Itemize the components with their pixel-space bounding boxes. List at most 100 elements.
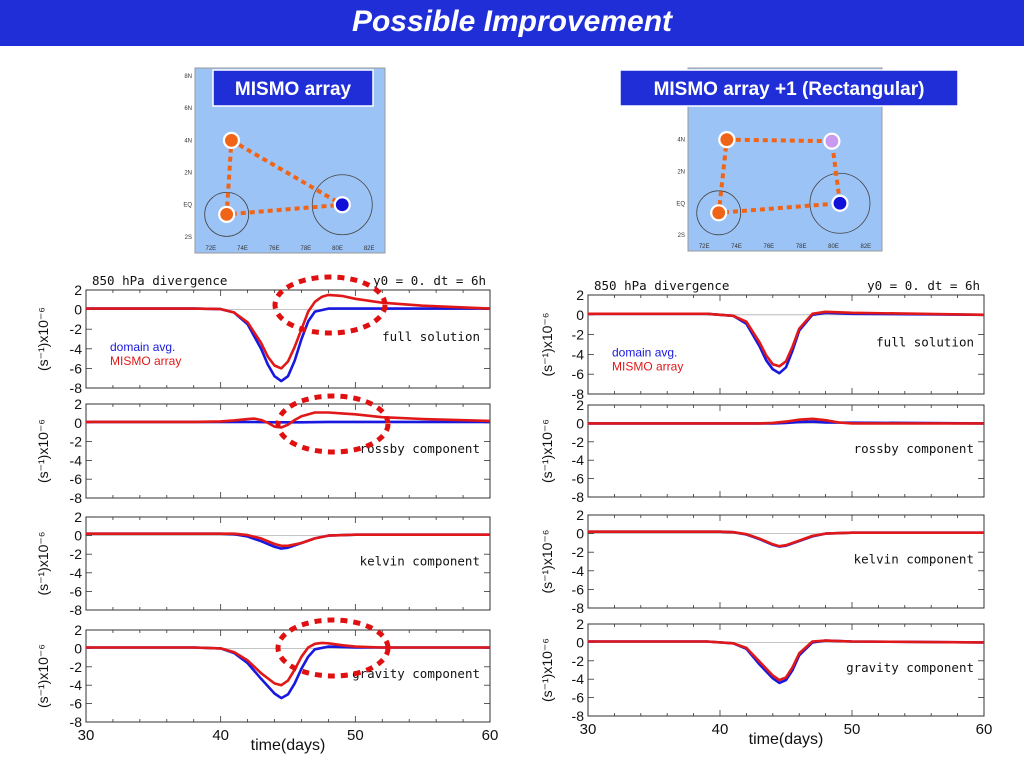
chart-panel-1: 2 0 -2 -4 -6 -8 (s⁻¹)x10⁻⁶ full solution domain … [35, 273, 491, 396]
y-tick-label: -4 [70, 677, 83, 693]
range-circle [809, 172, 871, 234]
y-tick-label: -4 [572, 563, 585, 579]
legend-domain-avg: domain avg. [110, 340, 175, 354]
map-lon-tick: 74E [237, 246, 248, 252]
y-tick-label: -6 [70, 583, 83, 599]
chart-panel-3: 2 0 -2 -4 -6 -8 (s⁻¹)x10⁻⁶ kelvin component [35, 509, 491, 618]
y-tick-label: 2 [576, 507, 584, 523]
x-tick-label: 30 [580, 721, 597, 738]
y-tick-label: -4 [572, 452, 585, 468]
y-tick-label: 2 [576, 616, 584, 632]
chart-header-left: 850 hPa divergence [92, 273, 227, 288]
series-line-mismo-array [588, 639, 985, 682]
map-lon-tick: 74E [731, 244, 742, 250]
y-tick-label: 2 [74, 282, 82, 298]
series-line-mismo-array [86, 532, 490, 548]
chart-header-right: y0 = 0. dt = 6h [867, 278, 980, 293]
range-circle [311, 174, 373, 236]
y-tick-label: 0 [576, 415, 584, 431]
y-tick-label: -8 [70, 490, 83, 506]
y-tick-label: -2 [572, 327, 585, 343]
y-tick-label: -6 [572, 690, 585, 706]
map-label-box [619, 69, 959, 107]
map-lat-tick: EQ [183, 203, 192, 209]
y-axis-label: (s⁻¹)x10⁻⁶ [539, 312, 555, 376]
y-tick-label: -6 [70, 360, 83, 376]
map-label: MISMO array +1 (Rectangular) [654, 79, 925, 100]
map-lat-tick: 2S [678, 233, 685, 239]
slide-title-bar: Possible Improvement [0, 0, 1024, 48]
legend-mismo-array: MISMO array [110, 354, 181, 368]
y-tick-label: 0 [74, 528, 82, 544]
y-axis-label: (s⁻¹)x10⁻⁶ [35, 307, 51, 371]
y-tick-label: -8 [572, 708, 585, 724]
station-marker [823, 132, 841, 150]
map-lat-tick: 4N [677, 138, 685, 144]
map-2: 4N 2N EQ 2S 72E 74E 76E 78E 80E 82E MISMO array +1… [619, 67, 959, 252]
x-tick-label: 30 [78, 727, 95, 744]
panel-label: full solution [382, 329, 480, 344]
maps-layer: 8N 6N 4N 2N EQ 2S 72E 74E 76E 78E 80E 82E MISMO arra… [183, 67, 959, 254]
y-tick-label: -6 [572, 366, 585, 382]
y-tick-label: 0 [576, 526, 584, 542]
y-axis-label: (s⁻¹)x10⁻⁶ [539, 419, 555, 483]
chart-panel-3: 2 0 -2 -4 -6 -8 (s⁻¹)x10⁻⁶ kelvin component [539, 507, 985, 616]
y-tick-label: 2 [576, 287, 584, 303]
chart-panel-4: 2 0 -2 -4 -6 -8 (s⁻¹)x10⁻⁶ gravity component 30 4… [539, 616, 992, 748]
chart-header-left: 850 hPa divergence [594, 278, 729, 293]
y-tick-label: -8 [70, 602, 83, 618]
map-lat-tick: 2S [185, 235, 192, 241]
station-marker [218, 205, 236, 223]
legend-domain-avg: domain avg. [612, 345, 677, 359]
y-tick-label: -8 [572, 600, 585, 616]
panel-label: rossby component [854, 441, 974, 456]
chart-panel-2: 2 0 -2 -4 -6 -8 (s⁻¹)x10⁻⁶ rossby component [539, 397, 985, 505]
y-tick-label: -6 [70, 696, 83, 712]
y-tick-label: -8 [70, 714, 83, 730]
chart-panel-1: 2 0 -2 -4 -6 -8 (s⁻¹)x10⁻⁶ full solution domain … [539, 278, 985, 402]
series-line-mismo-array [588, 310, 985, 368]
array-outline [224, 138, 349, 217]
map-label: MISMO array [235, 79, 352, 100]
series-line-mismo-array [86, 293, 491, 370]
y-tick-label: -4 [70, 341, 83, 357]
x-axis-label: time(days) [749, 731, 824, 748]
chart-panel-2: 2 0 -2 -4 -6 -8 (s⁻¹)x10⁻⁶ rossby component [35, 396, 491, 506]
y-tick-label: 2 [74, 396, 82, 412]
panel-label: kelvin component [360, 553, 480, 568]
y-axis-label: (s⁻¹)x10⁻⁶ [35, 419, 51, 483]
x-axis-label: time(days) [251, 737, 326, 754]
map-lat-tick: 2N [184, 171, 192, 177]
x-tick-label: 60 [482, 727, 499, 744]
y-tick-label: -8 [70, 380, 83, 396]
y-tick-label: -2 [572, 653, 585, 669]
y-tick-label: 0 [576, 634, 584, 650]
map-lon-tick: 80E [828, 244, 839, 250]
x-tick-label: 60 [976, 721, 993, 738]
y-tick-label: -2 [572, 434, 585, 450]
y-tick-label: 0 [74, 302, 82, 318]
panel-label: gravity component [846, 660, 974, 675]
y-tick-label: -2 [572, 544, 585, 560]
y-tick-label: 0 [74, 415, 82, 431]
y-tick-label: -4 [70, 565, 83, 581]
y-tick-label: 0 [74, 640, 82, 656]
map-lon-tick: 78E [300, 246, 311, 252]
y-axis-label: (s⁻¹)x10⁻⁶ [539, 529, 555, 593]
map-label-box [212, 69, 374, 107]
panel-label: rossby component [360, 441, 480, 456]
x-tick-label: 50 [347, 727, 364, 744]
station-marker [222, 131, 241, 149]
panel-label: full solution [876, 334, 974, 349]
y-tick-label: 0 [576, 307, 584, 323]
y-tick-label: -8 [572, 386, 585, 402]
x-tick-label: 50 [844, 721, 861, 738]
series-line-mismo-array [588, 417, 984, 425]
map-lat-tick: 4N [184, 138, 192, 144]
y-axis-label: (s⁻¹)x10⁻⁶ [35, 531, 51, 595]
station-marker [718, 131, 736, 149]
y-tick-label: -6 [572, 581, 585, 597]
map-lon-tick: 80E [332, 246, 343, 252]
y-tick-label: -4 [572, 346, 585, 362]
y-axis-label: (s⁻¹)x10⁻⁶ [539, 638, 555, 702]
